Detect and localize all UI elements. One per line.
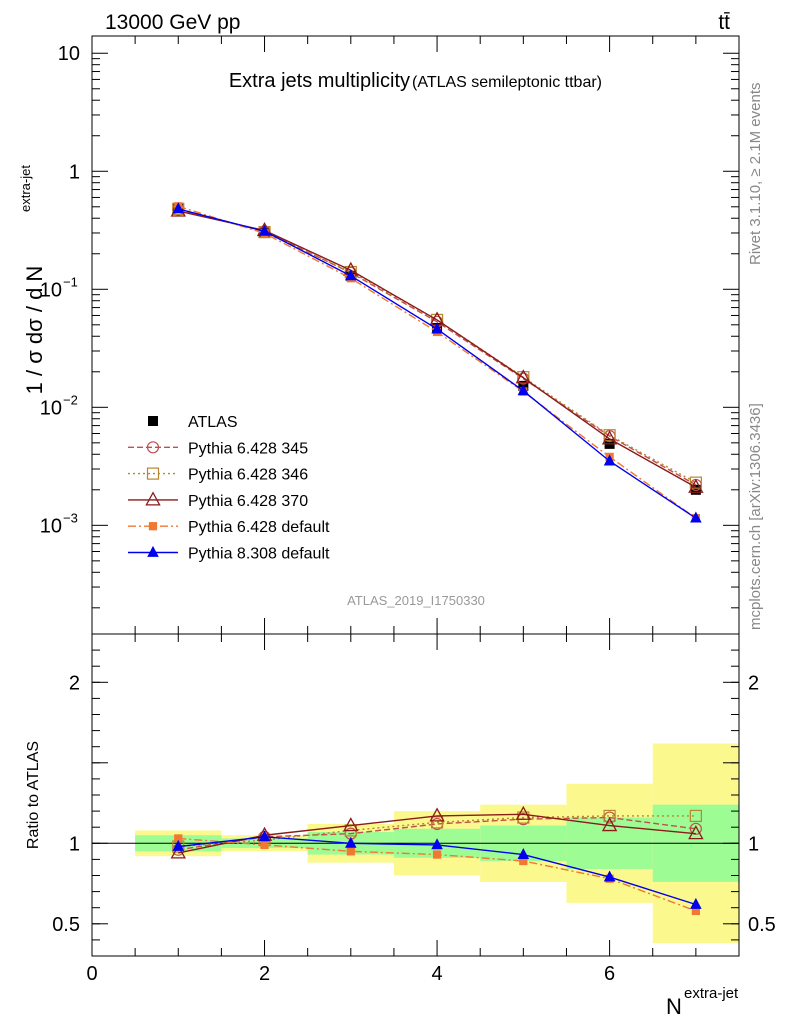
ratio-point-3	[260, 840, 269, 850]
ratio-point-4	[258, 830, 271, 842]
ratio-point-4	[172, 839, 185, 851]
main-plot-frame	[91, 35, 740, 635]
y-axis-label-text: 1 / σ dσ / d N	[22, 266, 47, 395]
x-tick-label: 4	[432, 963, 443, 985]
ratio-point-0	[689, 822, 702, 835]
ratio-point-2	[429, 807, 445, 822]
ratio-tick-label-right: 2	[748, 672, 759, 694]
ratio-point-1	[430, 816, 444, 829]
energy-label: 13000 GeV pp	[105, 11, 240, 34]
y-tick-label: 10	[40, 397, 62, 419]
series-point-2	[515, 369, 532, 384]
ratio-point-3	[432, 850, 442, 859]
legend: ATLAS Pythia 6.428 345 Pythia 6.428 346 Pyt…	[128, 414, 330, 563]
ratio-tick-label-right: 0.5	[748, 914, 776, 936]
y-tick-exponent: −1	[63, 274, 78, 289]
ratio-point-3	[346, 847, 355, 856]
rivet-label: Rivet 3.1.10, ≥ 2.1M events	[747, 83, 764, 266]
series-line-1	[178, 208, 697, 484]
data-point-atlas	[690, 484, 701, 495]
ratio-axis-label: Ratio to ATLAS	[25, 741, 42, 849]
ratio-point-2	[515, 805, 532, 820]
y-tick-label: 10	[58, 43, 80, 65]
legend-label: ATLAS	[188, 414, 238, 431]
legend-marker	[146, 441, 160, 454]
series-point-2	[688, 478, 704, 493]
ratio-point-3	[691, 906, 700, 916]
series-point-1	[689, 476, 702, 489]
ratio-point-4	[603, 870, 616, 882]
analysis-id: ATLAS_2019_I1750330	[347, 593, 485, 608]
series-point-4	[517, 384, 530, 396]
legend-label: Pythia 6.428 346	[188, 467, 308, 484]
series-point-4	[258, 224, 271, 236]
x-tick-label: 6	[604, 963, 615, 985]
ratio-point-1	[603, 809, 616, 823]
process-label: tt̄	[718, 11, 730, 34]
x-axis-label: N	[666, 994, 682, 1019]
ratio-plot-panel: 0 2 4 6 2 2 1 1 0.5 0.5	[52, 633, 776, 985]
series-point-2	[601, 430, 618, 445]
legend-marker	[147, 545, 159, 557]
ratio-point-4	[431, 838, 443, 850]
legend-marker	[148, 416, 158, 426]
y-tick-exponent: −3	[63, 510, 78, 525]
series-point-4	[690, 511, 702, 523]
ratio-point-1	[689, 809, 702, 823]
ratio-tick-label: 2	[69, 672, 80, 694]
ratio-point-2	[343, 817, 359, 832]
chart-subtitle: (ATLAS semileptonic ttbar)	[412, 74, 602, 91]
legend-label: Pythia 6.428 default	[188, 519, 330, 536]
legend-label: Pythia 6.428 370	[188, 493, 308, 510]
ratio-tick-label: 1	[69, 833, 80, 855]
y-tick-label: 1	[69, 161, 80, 183]
legend-label: Pythia 8.308 default	[188, 546, 330, 563]
y-tick-exponent: −2	[63, 392, 78, 407]
ratio-tick-label: 0.5	[52, 914, 80, 936]
series-point-4	[172, 202, 185, 214]
legend-marker	[148, 522, 158, 531]
y-axis-label: 1 / σ dσ / d N extra-jet	[18, 165, 47, 395]
series-point-4	[431, 322, 443, 334]
ratio-point-3	[519, 856, 528, 866]
ratio-tick-label-right: 1	[748, 833, 759, 855]
ratio-point-3	[174, 834, 183, 843]
chart-title: Extra jets multiplicity	[229, 70, 410, 92]
ratio-point-4	[345, 836, 357, 848]
series-point-4	[603, 454, 616, 466]
mcplots-label: mcplots.cern.ch [arXiv:1306.3436]	[747, 403, 764, 630]
x-tick-label: 0	[86, 963, 97, 985]
legend-marker	[145, 491, 161, 506]
y-tick-label: 10	[40, 515, 62, 537]
series-point-4	[345, 269, 357, 281]
ratio-point-4	[517, 847, 530, 859]
ratio-point-2	[170, 844, 186, 859]
x-tick-label: 2	[259, 963, 270, 985]
y-tick-label: 10	[40, 279, 62, 301]
ratio-point-2	[601, 817, 618, 832]
legend-marker	[146, 467, 160, 480]
legend-label: Pythia 6.428 345	[188, 440, 308, 457]
y-axis-label-sup: extra-jet	[18, 165, 33, 212]
ratio-point-4	[690, 897, 702, 909]
ratio-point-2	[688, 825, 704, 840]
x-axis-label-sup: extra-jet	[684, 985, 739, 1002]
series-line-0	[178, 208, 697, 486]
